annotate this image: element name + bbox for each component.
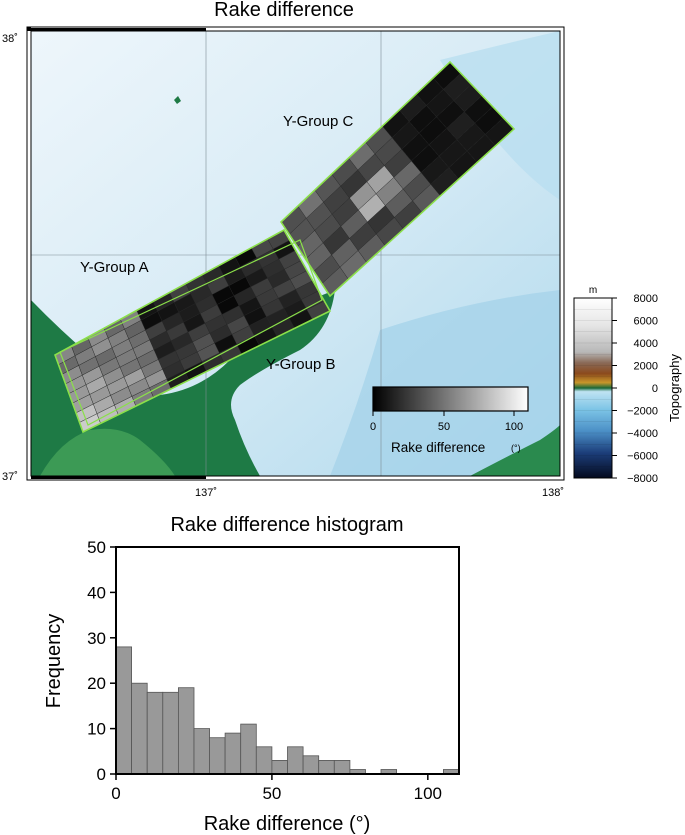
- hist-y-tick-label: 50: [87, 538, 106, 557]
- hist-y-tick-label: 20: [87, 674, 106, 693]
- rake-colorbar: 0 50 100 Rake difference (°): [370, 386, 529, 455]
- fault-group-c: [279, 60, 516, 298]
- hist-y-tick-label: 10: [87, 720, 106, 739]
- hist-bars: [115, 646, 460, 775]
- hist-bar: [115, 646, 133, 775]
- fault-group-ab-outline: [54, 228, 332, 434]
- topo-cbar-title: Topography: [667, 354, 682, 422]
- topo-tick-label: −2000: [627, 406, 658, 418]
- hist-bar: [240, 723, 257, 775]
- fault-group-b-outline: [59, 239, 323, 426]
- hist-bar: [318, 760, 335, 775]
- topo-colorbar: m 80006000400020000−2000−4000−6000−8000 …: [573, 285, 682, 485]
- hist-bar: [224, 732, 242, 775]
- hist-x-axis: 0 50 100: [111, 774, 442, 803]
- hist-bar: [177, 687, 195, 775]
- map-frame: [26, 26, 565, 481]
- topo-tick-label: 2000: [634, 361, 658, 373]
- fault-grids: [54, 60, 516, 434]
- land-east: [470, 425, 560, 476]
- group-label-c: Y-Group C: [283, 113, 353, 130]
- deep-water-patch: [330, 290, 560, 476]
- hist-x-tick-label: 0: [111, 784, 120, 803]
- hist-y-tick-label: 0: [97, 765, 106, 784]
- hist-bar: [162, 691, 179, 775]
- hist-bar: [287, 746, 304, 775]
- frame-black-segment-bottom: [31, 476, 206, 479]
- hist-bar: [131, 682, 148, 775]
- topo-tick-label: 0: [652, 383, 658, 395]
- map-title: Rake difference: [214, 0, 354, 21]
- rake-cbar-tick-100: 100: [505, 421, 523, 433]
- topo-tick-label: −8000: [627, 473, 658, 485]
- hist-bar: [302, 755, 320, 775]
- hist-xlabel: Rake difference (°): [204, 813, 371, 835]
- topo-tick-label: 6000: [634, 316, 658, 328]
- rake-cbar-tick-0: 0: [370, 421, 376, 433]
- hist-bar: [146, 691, 164, 775]
- lon-label-137: 137˚: [195, 487, 217, 499]
- hist-title: Rake difference histogram: [170, 514, 403, 536]
- topo-tick-label: 4000: [634, 338, 658, 350]
- rake-cbar-tick-50: 50: [438, 421, 450, 433]
- hist-y-tick-label: 40: [87, 583, 106, 602]
- hist-bar: [333, 760, 351, 775]
- group-label-a: Y-Group A: [80, 259, 149, 276]
- group-label-b: Y-Group B: [266, 356, 336, 373]
- hist-y-tick-label: 30: [87, 629, 106, 648]
- topo-tick-label: −4000: [627, 428, 658, 440]
- rake-cbar-title: Rake difference: [391, 440, 485, 455]
- hist-x-tick-label: 50: [262, 784, 281, 803]
- rake-cbar-unit: (°): [511, 443, 521, 453]
- hist-y-axis: 0 10 20 30 40 50: [87, 538, 116, 784]
- lon-label-138: 138˚: [542, 487, 564, 499]
- topo-tick-label: −6000: [627, 451, 658, 463]
- fault-group-c-outline: [279, 60, 516, 298]
- hist-ylabel: Frequency: [43, 614, 65, 709]
- hist-bar: [271, 760, 288, 775]
- topo-tick-label: 8000: [634, 293, 658, 305]
- lat-label-top: 38˚: [2, 33, 18, 45]
- hist-frame: [115, 546, 460, 775]
- topo-cbar-unit: m: [589, 285, 597, 296]
- frame-black-segment-top: [31, 28, 206, 31]
- hist-bar: [193, 728, 211, 775]
- hist-x-tick-label: 100: [414, 784, 442, 803]
- lat-label-bottom: 37˚: [2, 471, 18, 483]
- land-highlight: [40, 428, 175, 476]
- hist-bar: [209, 737, 226, 775]
- hist-bar: [255, 746, 273, 775]
- island: [174, 96, 181, 104]
